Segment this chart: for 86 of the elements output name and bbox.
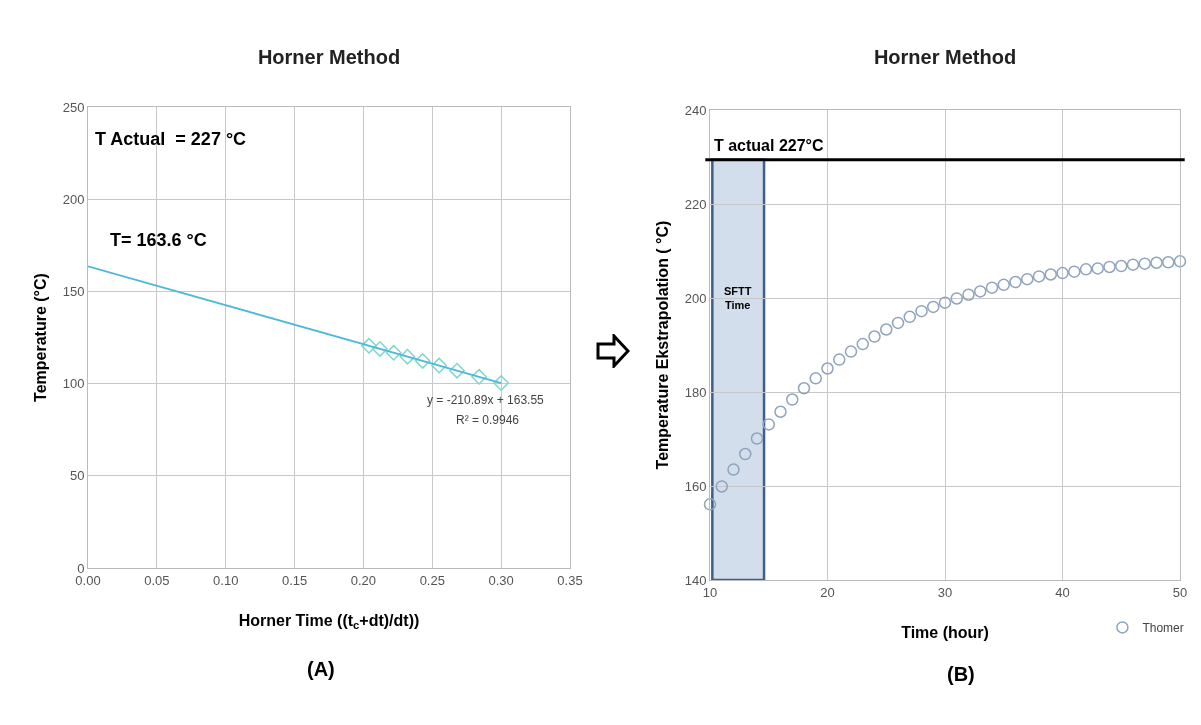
point	[715, 480, 728, 493]
point	[974, 285, 987, 298]
point	[809, 372, 822, 385]
point	[727, 463, 740, 476]
point	[471, 368, 488, 385]
point	[399, 348, 416, 365]
point	[493, 375, 510, 391]
y-tick-label: 220	[684, 196, 707, 212]
legend-label: Thomer	[1142, 621, 1184, 636]
chart-title: Horner Method	[257, 46, 401, 68]
x-tick-label: 0.25	[419, 572, 445, 588]
band-label: SFTT Time	[724, 285, 752, 312]
x-tick-label: 0.35	[557, 572, 583, 588]
x-tick-label: 50	[1172, 584, 1188, 600]
point	[856, 337, 869, 351]
point	[1126, 258, 1140, 271]
point	[1091, 262, 1104, 275]
point	[1056, 266, 1069, 280]
y-axis-title: Temperature Ekstrapolation ( °C)	[654, 220, 671, 470]
x-tick-label: 20	[820, 584, 835, 600]
text: (A)	[307, 658, 335, 680]
point	[833, 353, 846, 366]
point	[385, 344, 402, 361]
annotation: T Actual = 227 °C	[95, 129, 247, 149]
point	[1103, 260, 1116, 274]
x-axis-title: Horner Time ((t$_{c}$+dt)/dt))	[238, 612, 420, 632]
point	[1044, 268, 1057, 281]
point	[449, 362, 465, 379]
x-axis-title: Time (hour)	[901, 624, 989, 641]
x-tick-label: 0.10	[213, 572, 239, 588]
point	[1079, 263, 1093, 276]
point	[797, 381, 811, 395]
point	[997, 278, 1010, 292]
x-tick-label: 0.20	[350, 572, 377, 588]
point	[950, 292, 963, 305]
point	[1032, 270, 1046, 283]
annotation: R² = 0.9946	[456, 413, 520, 427]
point	[891, 316, 905, 330]
y-tick-label: 200	[684, 290, 707, 306]
x-tick-label: 0.15	[281, 572, 308, 588]
point	[762, 418, 775, 431]
chart-title: Horner Method	[873, 46, 1017, 68]
y-tick-label: 240	[684, 102, 707, 118]
point	[1021, 272, 1034, 286]
point	[1173, 255, 1187, 268]
text: (B)	[947, 663, 975, 685]
point	[431, 357, 448, 374]
point	[1162, 256, 1175, 269]
point	[962, 288, 975, 301]
point	[1068, 265, 1081, 278]
point	[1150, 256, 1163, 269]
point	[703, 498, 717, 511]
point	[361, 337, 377, 354]
point	[786, 393, 799, 406]
point	[1138, 257, 1151, 270]
point	[915, 304, 928, 318]
point	[821, 362, 834, 375]
point	[1115, 259, 1128, 273]
point	[903, 310, 916, 324]
point	[372, 341, 388, 357]
y-tick-label: 200	[62, 191, 85, 207]
y-tick-label: 160	[684, 478, 707, 494]
y-tick-label: 250	[62, 99, 85, 115]
point	[938, 296, 952, 309]
y-axis-title: Temperature (°C)	[32, 273, 49, 402]
point	[844, 345, 858, 358]
y-tick-label: 150	[62, 283, 85, 299]
x-tick-label: 40	[1055, 584, 1070, 600]
point	[750, 432, 764, 445]
annotation: T= 163.6 °C	[110, 230, 207, 250]
annotation: y = -210.89x + 163.55	[427, 393, 545, 407]
point	[868, 330, 881, 343]
point	[774, 405, 787, 418]
y-tick-label: 180	[684, 384, 707, 400]
point	[1009, 275, 1022, 289]
point	[414, 353, 431, 369]
y-tick-label: 50	[69, 468, 85, 484]
point	[985, 281, 999, 294]
y-tick-label: 100	[62, 376, 85, 392]
x-tick-label: 0.05	[144, 572, 170, 588]
point	[880, 323, 893, 336]
x-tick-label: 0.30	[488, 572, 514, 588]
point	[927, 300, 940, 314]
ref-line-label: T actual 227°C	[714, 137, 824, 154]
point	[739, 447, 752, 461]
x-tick-label: 30	[937, 584, 953, 600]
